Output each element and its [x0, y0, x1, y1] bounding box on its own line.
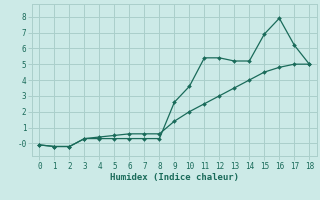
X-axis label: Humidex (Indice chaleur): Humidex (Indice chaleur)	[110, 173, 239, 182]
